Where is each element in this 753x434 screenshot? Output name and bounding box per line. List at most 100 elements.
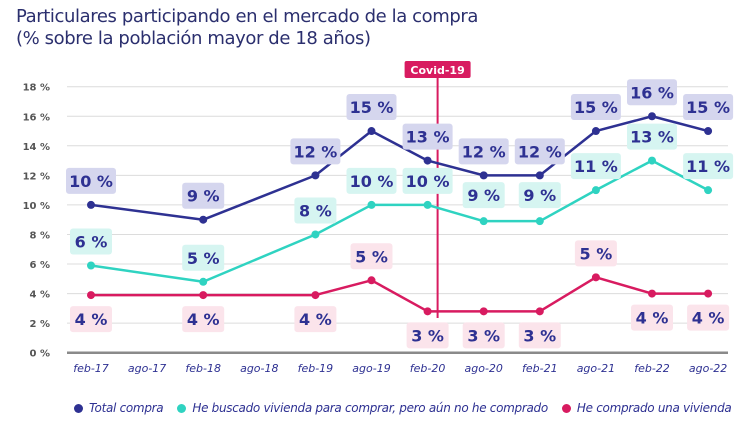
- data-label-box: [70, 306, 112, 333]
- x-tick-label: ago-22: [689, 362, 727, 375]
- data-label: 12 %: [462, 142, 506, 161]
- y-tick-label: 8 %: [30, 230, 50, 241]
- data-point: [199, 291, 208, 300]
- data-point: [479, 171, 488, 180]
- data-label-box: [514, 138, 565, 165]
- data-label: 12 %: [293, 142, 337, 161]
- data-point: [704, 289, 713, 298]
- chart-subtitle: (% sobre la población mayor de 18 años): [16, 28, 371, 49]
- data-label-box: [70, 228, 112, 255]
- data-label-box: [627, 123, 677, 150]
- data-point: [367, 127, 376, 136]
- data-point: [311, 171, 320, 180]
- y-tick-label: 10 %: [23, 201, 50, 212]
- x-tick-label: feb-21: [522, 362, 558, 375]
- data-label-box: [462, 182, 505, 209]
- y-tick-label: 16 %: [23, 112, 50, 123]
- covid-label: Covid-19: [410, 64, 464, 77]
- data-label: 15 %: [350, 98, 394, 117]
- x-tick-label: ago-19: [352, 362, 390, 375]
- y-tick-label: 4 %: [30, 290, 50, 301]
- data-point: [199, 277, 208, 286]
- data-label-box: [290, 138, 341, 165]
- data-label: 3 %: [523, 326, 556, 345]
- data-label-box: [570, 94, 621, 121]
- data-label-box: [182, 182, 225, 209]
- y-tick-label: 0 %: [30, 349, 50, 360]
- data-point: [87, 200, 95, 209]
- data-label: 16 %: [630, 83, 674, 102]
- x-tick-label: feb-22: [634, 362, 670, 375]
- series-line-1: [90, 159, 709, 284]
- legend-marker-comprado: [561, 403, 571, 413]
- data-label-box: [631, 304, 673, 331]
- data-point: [648, 156, 656, 165]
- legend-marker-buscado: [177, 403, 187, 413]
- data-label: 10 %: [406, 172, 450, 191]
- data-label-box: [182, 244, 225, 271]
- data-label-box: [458, 138, 509, 165]
- covid-label-box: [404, 61, 471, 78]
- x-tick-label: feb-20: [410, 362, 446, 375]
- data-label: 9 %: [523, 186, 556, 205]
- data-label-box: [518, 182, 561, 209]
- data-point: [704, 186, 713, 195]
- data-label-box: [570, 153, 621, 180]
- data-label: 3 %: [467, 326, 500, 345]
- data-label: 11 %: [574, 157, 618, 176]
- legend-label-comprado: He comprado una vivienda: [576, 401, 732, 415]
- legend-item-buscado: He buscado vivienda para comprar, pero a…: [177, 401, 548, 415]
- data-point: [479, 217, 488, 226]
- x-tick-label: ago-18: [240, 362, 278, 375]
- data-label-box: [462, 322, 505, 349]
- chart-title-block: Particulares participando en el mercado …: [16, 6, 478, 50]
- data-label: 6 %: [75, 233, 108, 252]
- data-label: 12 %: [518, 142, 562, 161]
- data-label-box: [346, 94, 397, 121]
- data-label-box: [406, 322, 449, 349]
- data-point: [591, 273, 600, 282]
- data-point: [648, 289, 656, 298]
- x-tick-label: feb-18: [185, 362, 221, 375]
- chart-title: Particulares participando en el mercado …: [16, 6, 479, 27]
- data-label: 3 %: [411, 326, 444, 345]
- data-point: [648, 112, 656, 121]
- legend-item-total: Total compra: [74, 401, 164, 415]
- data-label-box: [574, 240, 617, 267]
- y-tick-label: 18 %: [23, 83, 50, 94]
- data-label: 15 %: [574, 98, 618, 117]
- data-label: 4 %: [299, 310, 332, 329]
- x-tick-label: ago-17: [128, 362, 166, 375]
- legend-label-total: Total compra: [89, 401, 164, 415]
- data-label-box: [66, 167, 116, 194]
- data-label-box: [182, 306, 225, 333]
- data-point: [479, 307, 488, 316]
- data-label: 11 %: [686, 157, 730, 176]
- y-tick-label: 2 %: [30, 319, 50, 330]
- data-label-box: [687, 304, 730, 331]
- data-label: 8 %: [299, 201, 332, 220]
- data-point: [535, 217, 544, 226]
- data-label: 4 %: [692, 309, 725, 328]
- data-point: [535, 171, 544, 180]
- data-point: [199, 215, 208, 224]
- data-label: 10 %: [69, 172, 113, 191]
- y-tick-label: 12 %: [23, 171, 50, 182]
- series-line-2: [91, 276, 709, 313]
- data-point: [311, 230, 320, 239]
- data-label-box: [294, 197, 337, 224]
- data-label: 4 %: [75, 310, 108, 329]
- data-label-box: [402, 123, 453, 150]
- data-label-box: [346, 167, 397, 194]
- data-point: [591, 186, 600, 195]
- data-label: 13 %: [406, 128, 450, 147]
- x-tick-label: feb-17: [73, 362, 109, 375]
- data-label: 9 %: [467, 186, 500, 205]
- x-tick-label: feb-19: [298, 362, 334, 375]
- data-label: 4 %: [636, 309, 669, 328]
- data-point: [704, 127, 713, 136]
- legend: Total compra He buscado vivienda para co…: [74, 401, 732, 415]
- data-point: [423, 200, 432, 209]
- data-point: [367, 276, 376, 285]
